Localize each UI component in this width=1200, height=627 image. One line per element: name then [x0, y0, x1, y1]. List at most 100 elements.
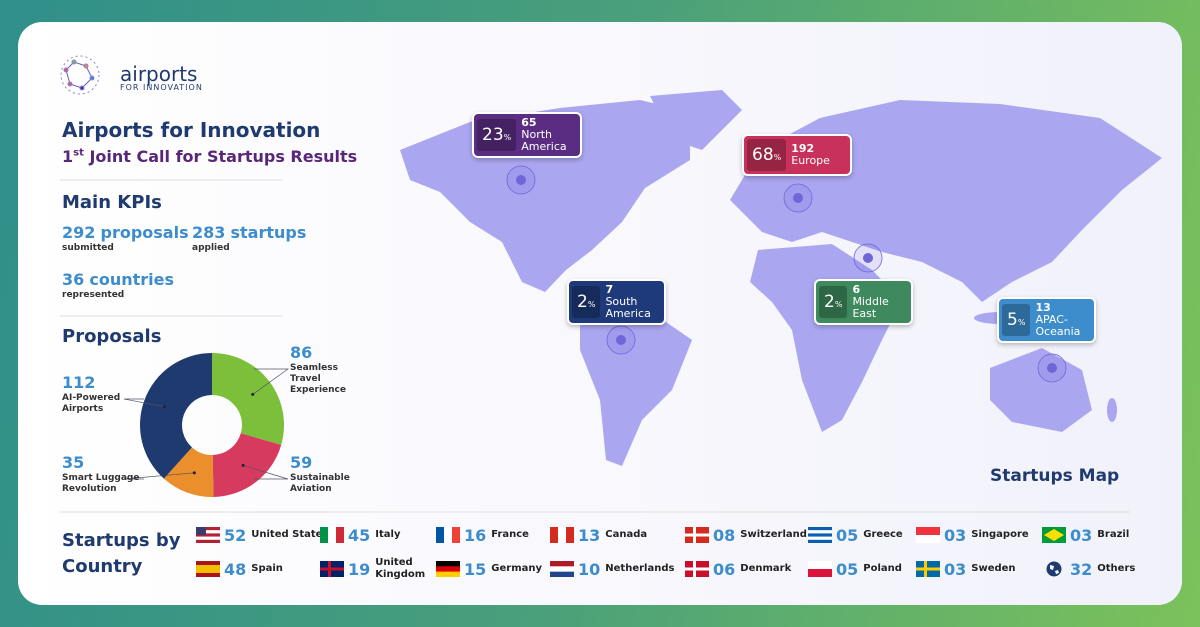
flag-stripe: [808, 533, 832, 537]
flag-stripe: [566, 527, 574, 543]
donut-value: 59: [290, 453, 313, 472]
country-item: 16 France: [436, 520, 529, 550]
flag: [685, 527, 709, 543]
flag-stripe: [336, 527, 344, 543]
region-text: 6 Middle East: [852, 284, 908, 320]
flag-stripe: [916, 527, 940, 536]
flag: [436, 527, 460, 543]
country-count: 05: [836, 559, 859, 579]
flag-stripe: [808, 539, 832, 543]
percent-unit: %: [587, 300, 596, 309]
leader-line: [123, 398, 165, 408]
flag-stripe: [320, 527, 329, 543]
country-count: 03: [944, 525, 967, 545]
map-title: Startups Map: [990, 466, 1120, 486]
country-item: 05 Greece: [808, 520, 903, 550]
flag-stripe: [196, 527, 220, 531]
country-item: 08 Switzerland: [685, 520, 807, 550]
region-text: 7 South America: [605, 284, 661, 320]
country-item: 19 United Kingdom: [320, 554, 455, 584]
country-count: 03: [944, 559, 967, 579]
region-callout: 5% 13 APAC-Oceania: [997, 297, 1097, 343]
flag-stripe: [196, 536, 220, 540]
flag-stripe: [196, 561, 220, 566]
flag: [436, 561, 460, 577]
flag-stripe: [808, 569, 832, 577]
kpi-caption: submitted: [62, 243, 114, 253]
leader-line: [243, 465, 289, 480]
percent-unit: %: [773, 153, 782, 162]
flag-stripe: [452, 527, 460, 543]
flag-canton: [196, 527, 206, 535]
logo-name: airports: [120, 62, 198, 86]
country-item: 03 Sweden: [916, 554, 1016, 584]
flag-cross: [685, 567, 709, 571]
donut-value: 35: [62, 453, 85, 472]
leader-line: [252, 368, 290, 395]
flag-stripe: [436, 527, 445, 543]
donut-label: Seamless Travel Experience: [290, 363, 346, 395]
leader-line: [123, 472, 195, 480]
kpi-value: 36: [62, 270, 85, 289]
leader-dot: [251, 392, 255, 396]
country-count: 32: [1070, 559, 1093, 579]
flag-stripe: [916, 535, 940, 543]
flag: [916, 561, 940, 577]
donut-label: Smart Luggage Revolution: [62, 473, 140, 494]
kpi-caption: applied: [192, 243, 230, 253]
pin: [1047, 363, 1057, 373]
country-name: Singapore: [971, 529, 1029, 540]
flag-stripe: [436, 571, 460, 577]
region-name: North America: [521, 128, 567, 153]
flag: [320, 527, 344, 543]
donut-segment: [140, 353, 212, 479]
donut-label: AI-Powered Airports: [62, 393, 121, 414]
region-text: 192 Europe: [791, 143, 847, 167]
region-text: 13 APAC-Oceania: [1035, 302, 1091, 338]
country-count: 10: [578, 559, 601, 579]
flag: [196, 561, 220, 577]
pin: [616, 335, 626, 345]
flag: [808, 561, 832, 577]
subtitle: 1st Joint Call for Startups Results: [62, 147, 357, 166]
donut-value: 112: [62, 373, 96, 392]
country-item: 03 Brazil: [1042, 520, 1129, 550]
country-count: 48: [224, 559, 247, 579]
percent-unit: %: [503, 133, 512, 142]
ordinal: 1: [62, 147, 74, 166]
country-count: 05: [836, 525, 859, 545]
kpi-value: 292: [62, 223, 96, 242]
region-count: 7: [605, 283, 614, 296]
country-count: 16: [464, 525, 487, 545]
flag-stripe: [436, 561, 460, 567]
country-name: Italy: [375, 529, 401, 540]
kpi: 283 startups: [192, 223, 306, 242]
percent-unit: %: [1017, 318, 1026, 327]
country-name: Sweden: [971, 563, 1016, 574]
percent-value: 68: [752, 145, 774, 165]
region-callout: 23% 65 North America: [472, 112, 583, 158]
flag-stripe: [550, 527, 559, 543]
flag: [550, 527, 574, 543]
flag-stripe: [808, 536, 832, 540]
country-name: Canada: [605, 529, 648, 540]
region-name: Middle East: [852, 295, 889, 320]
region-percent: 2%: [819, 286, 848, 318]
flag: [320, 561, 344, 577]
flag-stripe: [550, 566, 574, 572]
logo-icon: [60, 55, 100, 95]
donut-segment: [212, 433, 282, 497]
pin: [516, 175, 526, 185]
country-item: 15 Germany: [436, 554, 542, 584]
flag-stripe: [808, 530, 832, 534]
donut-segment: [163, 447, 214, 497]
country-name: Greece: [863, 529, 903, 540]
country-item: 10 Netherlands: [550, 554, 674, 584]
region-count: 6: [852, 283, 861, 296]
flag-stripe: [196, 565, 220, 570]
kpi: 36 countries: [62, 270, 174, 289]
country-name: France: [491, 529, 529, 540]
kpi: 292 proposals: [62, 223, 189, 242]
leader-dot: [192, 471, 196, 475]
country-count: 08: [713, 525, 736, 545]
